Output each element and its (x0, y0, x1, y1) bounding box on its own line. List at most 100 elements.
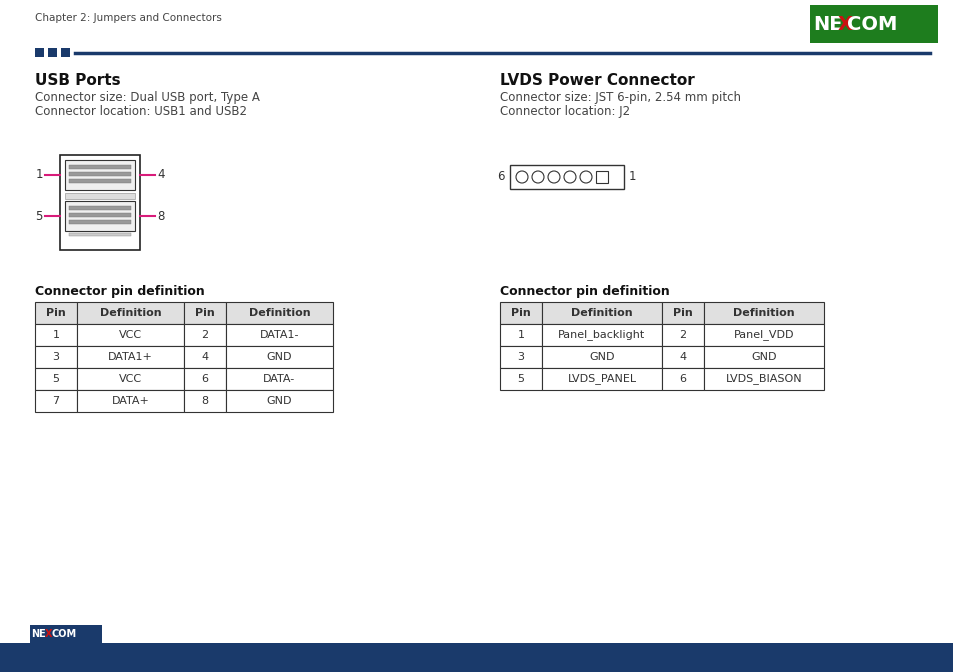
Bar (65, 201, 135, 231)
Bar (596, 171, 607, 183)
Text: DATA+: DATA+ (112, 396, 150, 406)
Bar (69, 213, 131, 217)
Text: Connector pin definition: Connector pin definition (35, 285, 205, 298)
Text: VCC: VCC (119, 374, 142, 384)
Text: Panel_backlight: Panel_backlight (558, 329, 645, 341)
Bar (61, 48, 70, 57)
Text: USB Ports: USB Ports (35, 73, 120, 88)
Bar (65, 160, 135, 190)
Bar (69, 179, 131, 183)
Text: Chapter 2: Jumpers and Connectors: Chapter 2: Jumpers and Connectors (35, 13, 222, 23)
Text: 1: 1 (628, 171, 636, 183)
Bar (35, 302, 77, 324)
Text: 4: 4 (679, 352, 686, 362)
Bar (541, 368, 661, 390)
Bar (703, 324, 823, 346)
Text: 4: 4 (201, 352, 209, 362)
Text: 2: 2 (201, 330, 209, 340)
Bar (226, 368, 333, 390)
Text: DATA1-: DATA1- (259, 330, 299, 340)
Text: Definition: Definition (571, 308, 632, 318)
Text: VCC: VCC (119, 330, 142, 340)
Bar (35, 48, 44, 57)
Circle shape (563, 171, 576, 183)
Circle shape (579, 171, 592, 183)
Text: COM: COM (51, 629, 76, 639)
Text: Panel_VDD: Panel_VDD (733, 329, 794, 341)
Text: Connector location: USB1 and USB2: Connector location: USB1 and USB2 (35, 105, 247, 118)
Bar (184, 302, 226, 324)
Bar (510, 165, 623, 189)
Text: 5: 5 (517, 374, 524, 384)
Text: LVDS Power Connector: LVDS Power Connector (499, 73, 694, 88)
Text: 6: 6 (679, 374, 686, 384)
Text: 5: 5 (35, 210, 43, 222)
Text: 4: 4 (157, 169, 164, 181)
Text: Definition: Definition (249, 308, 310, 318)
Bar (184, 368, 226, 390)
Bar (541, 346, 661, 368)
Bar (69, 172, 131, 176)
Bar (48, 48, 57, 57)
Text: 7: 7 (52, 396, 59, 406)
Text: Connector location: J2: Connector location: J2 (499, 105, 630, 118)
Text: GND: GND (267, 396, 292, 406)
Text: COM: COM (846, 15, 896, 34)
Text: GND: GND (750, 352, 776, 362)
Bar (77, 390, 184, 412)
Text: NE: NE (31, 629, 47, 639)
Text: Definition: Definition (733, 308, 794, 318)
Bar (226, 302, 333, 324)
Text: 5: 5 (52, 374, 59, 384)
Bar (809, 5, 937, 43)
Circle shape (547, 171, 559, 183)
Bar (65, 193, 135, 199)
Text: DATA-: DATA- (263, 374, 295, 384)
Bar (77, 324, 184, 346)
Text: 8: 8 (201, 396, 209, 406)
Bar (703, 346, 823, 368)
Bar (77, 368, 184, 390)
Text: Connector size: JST 6-pin, 2.54 mm pitch: Connector size: JST 6-pin, 2.54 mm pitch (499, 91, 740, 104)
Bar (499, 324, 541, 346)
Bar (184, 390, 226, 412)
Text: 1: 1 (52, 330, 59, 340)
Text: Pin: Pin (46, 308, 66, 318)
Text: 1: 1 (517, 330, 524, 340)
Text: 6: 6 (497, 171, 504, 183)
Text: DATA1+: DATA1+ (108, 352, 152, 362)
Bar (226, 390, 333, 412)
Text: Pin: Pin (511, 308, 530, 318)
Text: GND: GND (267, 352, 292, 362)
Bar (703, 302, 823, 324)
Text: Pin: Pin (195, 308, 214, 318)
Text: X: X (837, 15, 852, 34)
Bar (661, 346, 703, 368)
Bar (77, 302, 184, 324)
Bar (661, 324, 703, 346)
Bar (226, 324, 333, 346)
Bar (30, 625, 102, 643)
Bar (69, 165, 131, 169)
Text: Connector pin definition: Connector pin definition (499, 285, 669, 298)
Bar (35, 390, 77, 412)
Bar (661, 302, 703, 324)
Bar (77, 346, 184, 368)
Text: 6: 6 (201, 374, 209, 384)
Text: 2: 2 (679, 330, 686, 340)
Bar (35, 346, 77, 368)
Text: 8: 8 (157, 210, 164, 222)
Bar (35, 324, 77, 346)
Bar (499, 346, 541, 368)
Bar (69, 220, 131, 224)
Bar (499, 368, 541, 390)
Text: NE: NE (812, 15, 841, 34)
Text: 3: 3 (517, 352, 524, 362)
Text: 1: 1 (35, 169, 43, 181)
Text: Definition: Definition (99, 308, 161, 318)
Bar (661, 368, 703, 390)
Bar (69, 206, 131, 210)
Bar (184, 324, 226, 346)
Text: 3: 3 (52, 352, 59, 362)
Bar (184, 346, 226, 368)
